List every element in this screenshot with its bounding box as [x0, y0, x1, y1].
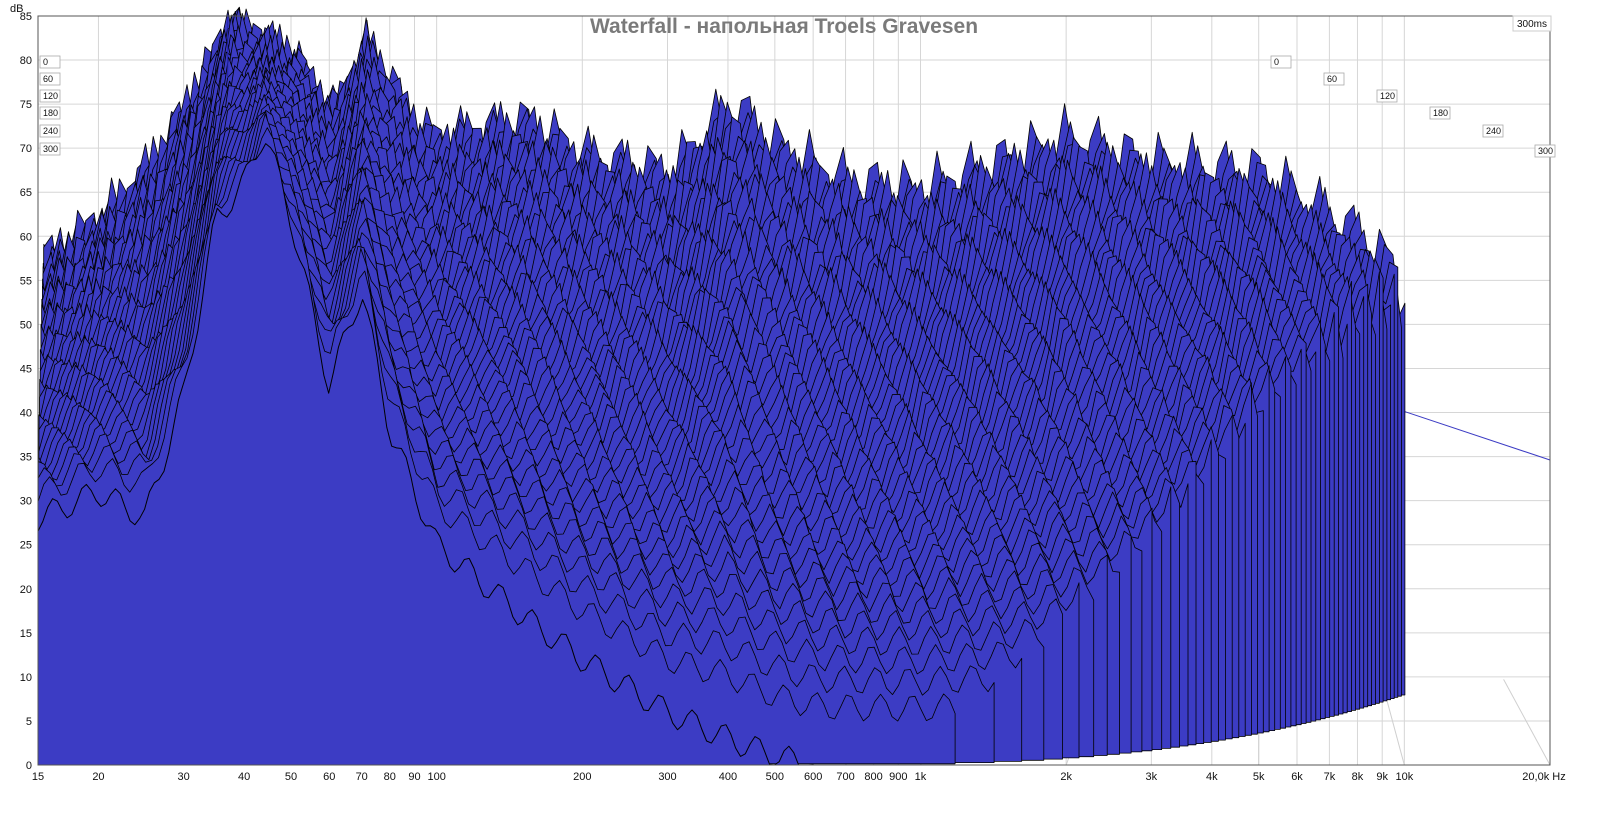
y-tick-label: 35 — [20, 452, 32, 464]
x-tick-label: 40 — [238, 771, 250, 783]
time-slice-label-right: 0 — [1271, 56, 1291, 68]
x-tick-label: 80 — [384, 771, 396, 783]
x-tick-label: 7k — [1324, 771, 1336, 783]
x-tick-label: 50 — [285, 771, 297, 783]
y-tick-label: 40 — [20, 408, 32, 420]
x-tick-label: 6k — [1291, 771, 1303, 783]
y-tick-label: 80 — [20, 55, 32, 67]
time-slice-label-right: 300 — [1535, 145, 1555, 157]
y-tick-label: 20 — [20, 584, 32, 596]
x-tick-label: 20 — [92, 771, 104, 783]
y-tick-label: 65 — [20, 187, 32, 199]
x-tick-label: 4k — [1206, 771, 1218, 783]
x-tick-label: 300 — [658, 771, 676, 783]
y-tick-label: 25 — [20, 540, 32, 552]
time-slice-label-left: 240 — [40, 125, 60, 137]
time-slice-label-left: 300 — [40, 143, 60, 155]
x-tick-label: 90 — [408, 771, 420, 783]
y-tick-label: 70 — [20, 143, 32, 155]
time-slice-label-right: 240 — [1483, 125, 1503, 137]
time-axis-label: 300ms — [1517, 19, 1547, 30]
x-tick-label: 30 — [178, 771, 190, 783]
time-slice-text: 180 — [43, 108, 58, 118]
y-tick-label: 10 — [20, 672, 32, 684]
time-slice-text: 300 — [43, 144, 58, 154]
time-slice-label-right: 60 — [1324, 73, 1344, 85]
y-axis-label: dB — [10, 3, 23, 15]
time-slice-label-left: 60 — [40, 73, 60, 85]
x-tick-label: 700 — [836, 771, 854, 783]
y-tick-label: 30 — [20, 496, 32, 508]
time-slice-label-left: 0 — [40, 56, 60, 68]
x-tick-label: 2k — [1060, 771, 1072, 783]
x-tick-label: 5k — [1253, 771, 1265, 783]
x-tick-label: 10k — [1395, 771, 1413, 783]
time-slice-text: 240 — [1486, 126, 1501, 136]
time-slice-label-left: 120 — [40, 90, 60, 102]
time-slice-label-left: 180 — [40, 107, 60, 119]
time-slice-text: 240 — [43, 126, 58, 136]
x-tick-label: 900 — [889, 771, 907, 783]
x-tick-label: 1k — [915, 771, 927, 783]
x-tick-label: 20,0k Hz — [1522, 771, 1565, 783]
y-tick-label: 5 — [26, 716, 32, 728]
time-slice-text: 0 — [43, 57, 48, 67]
time-slice-text: 180 — [1433, 108, 1448, 118]
x-tick-label: 200 — [573, 771, 591, 783]
y-tick-label: 15 — [20, 628, 32, 640]
x-tick-label: 8k — [1352, 771, 1364, 783]
x-tick-label: 800 — [864, 771, 882, 783]
time-slice-text: 120 — [1380, 91, 1395, 101]
time-slice-label-right: 120 — [1377, 90, 1397, 102]
y-tick-label: 60 — [20, 231, 32, 243]
time-slice-text: 60 — [43, 74, 53, 84]
x-tick-label: 70 — [356, 771, 368, 783]
chart-title: Waterfall - напольная Troels Gravesen — [590, 15, 978, 38]
x-tick-label: 500 — [766, 771, 784, 783]
x-tick-label: 3k — [1146, 771, 1158, 783]
time-axis-box: 300ms — [1513, 16, 1551, 31]
time-slice-text: 120 — [43, 91, 58, 101]
x-tick-label: 15 — [32, 771, 44, 783]
y-tick-label: 45 — [20, 363, 32, 375]
y-tick-label: 55 — [20, 275, 32, 287]
y-tick-label: 50 — [20, 319, 32, 331]
time-slice-label-right: 180 — [1430, 107, 1450, 119]
x-tick-label: 600 — [804, 771, 822, 783]
x-tick-label: 100 — [427, 771, 445, 783]
x-tick-label: 9k — [1376, 771, 1388, 783]
time-slice-text: 60 — [1327, 74, 1337, 84]
x-tick-label: 400 — [719, 771, 737, 783]
time-slice-text: 300 — [1538, 146, 1553, 156]
x-tick-label: 60 — [323, 771, 335, 783]
y-tick-label: 75 — [20, 99, 32, 111]
time-slice-text: 0 — [1274, 57, 1279, 67]
